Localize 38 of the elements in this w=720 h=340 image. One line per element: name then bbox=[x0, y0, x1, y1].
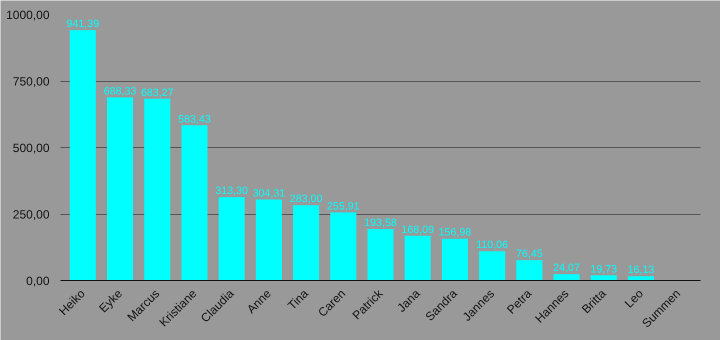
data-label: 583,43 bbox=[178, 113, 211, 126]
data-label: 16,13 bbox=[628, 264, 654, 276]
data-label: 193,58 bbox=[364, 217, 397, 230]
bar bbox=[144, 98, 170, 280]
data-label: 688,33 bbox=[104, 85, 136, 98]
x-tick-label: Tina bbox=[284, 286, 312, 313]
data-label: 683,27 bbox=[140, 86, 174, 99]
bar bbox=[256, 200, 282, 280]
data-label: 76,45 bbox=[516, 248, 543, 260]
data-label: 941,39 bbox=[66, 18, 100, 30]
bar bbox=[293, 205, 320, 280]
data-label: 110,06 bbox=[476, 239, 508, 252]
bar bbox=[442, 238, 468, 280]
y-tick-label: 0,00 bbox=[26, 274, 50, 288]
bar bbox=[628, 276, 654, 280]
bar bbox=[554, 274, 580, 280]
data-label: 283,00 bbox=[290, 193, 322, 206]
bar bbox=[404, 236, 431, 280]
y-tick-label: 750,00 bbox=[12, 74, 50, 88]
y-tick-label: 250,00 bbox=[12, 208, 50, 222]
data-label: 156,98 bbox=[438, 226, 472, 239]
bar bbox=[479, 251, 506, 280]
data-label: 255,91 bbox=[326, 200, 360, 212]
y-tick-label: 1000,00 bbox=[6, 8, 50, 22]
x-tick-label: Leo bbox=[622, 286, 646, 311]
y-tick-label: 500,00 bbox=[12, 141, 50, 155]
data-label: 19,73 bbox=[590, 263, 618, 276]
bar bbox=[181, 125, 208, 280]
bar bbox=[70, 30, 96, 280]
data-label: 304,31 bbox=[252, 188, 286, 200]
bar bbox=[218, 197, 245, 280]
bar bbox=[330, 212, 356, 280]
bar bbox=[107, 97, 134, 280]
bar bbox=[516, 260, 542, 280]
data-label: 313,30 bbox=[215, 185, 248, 198]
data-label: 168,09 bbox=[401, 224, 434, 236]
bar bbox=[367, 229, 394, 280]
data-label: 24,07 bbox=[553, 262, 580, 274]
